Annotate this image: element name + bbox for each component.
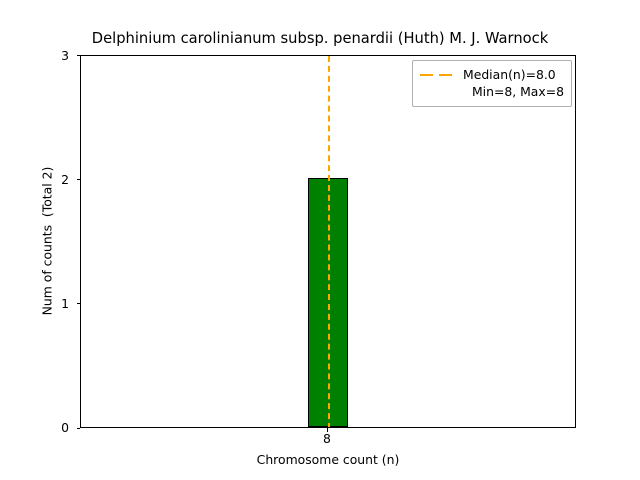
- legend-entry-minmax: Min=8, Max=8: [420, 83, 564, 100]
- legend: Median(n)=8.0 Min=8, Max=8: [412, 60, 572, 107]
- ytick-label-0: 0: [61, 420, 69, 435]
- ytick-mark-0: [76, 427, 80, 429]
- xtick-mark-8: [327, 428, 329, 432]
- ytick-label-2: 2: [61, 172, 69, 187]
- ytick-mark-3: [76, 55, 80, 57]
- xtick-label-8: 8: [323, 431, 331, 446]
- legend-entry-median: Median(n)=8.0: [420, 66, 564, 83]
- ytick-mark-1: [76, 303, 80, 305]
- legend-label-median: Median(n)=8.0: [463, 66, 556, 82]
- x-axis-label: Chromosome count (n): [256, 452, 400, 467]
- ytick-label-3: 3: [61, 48, 69, 63]
- plot-area: [80, 55, 576, 428]
- chart-title: Delphinium carolinianum subsp. penardii …: [91, 30, 549, 47]
- legend-label-minmax: Min=8, Max=8: [471, 83, 564, 99]
- y-axis-label: Num of counts (Total 2): [39, 166, 55, 316]
- median-line: [328, 56, 330, 427]
- dashed-line-icon: [420, 68, 454, 82]
- ytick-label-1: 1: [61, 296, 69, 311]
- ytick-mark-2: [76, 179, 80, 181]
